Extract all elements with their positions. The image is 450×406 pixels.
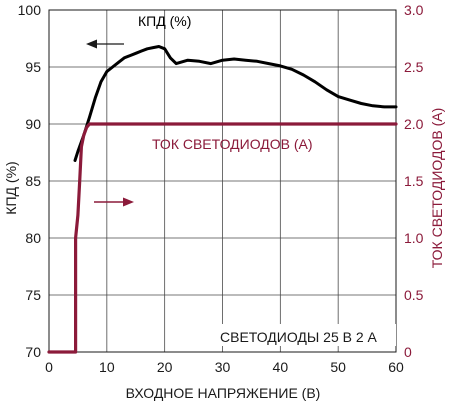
y-right-tick-label: 0.5 (404, 287, 424, 303)
efficiency-arrow (86, 39, 124, 49)
y-left-tick-label: 80 (25, 230, 41, 246)
y-left-tick-label: 85 (25, 173, 41, 189)
series-layer (47, 45, 398, 354)
x-axis-ticks: 0 10 20 30 40 50 60 (45, 359, 404, 375)
y-right-tick-label: 0 (404, 344, 412, 360)
efficiency-annotation: КПД (%) (138, 13, 191, 29)
plot-frame (48, 9, 397, 353)
y-right-tick-label: 3.0 (404, 2, 424, 18)
y-left-tick-label: 95 (25, 59, 41, 75)
current-series-line (47, 122, 398, 354)
current-arrow (94, 197, 134, 207)
x-tick-label: 60 (388, 359, 404, 375)
y-left-tick-label: 90 (25, 116, 41, 132)
y-right-label: ТОК СВЕТОДИОДОВ (А) (429, 108, 445, 269)
condition-label-bg (214, 324, 396, 346)
y-right-tick-label: 1.5 (404, 173, 424, 189)
x-axis-label: ВХОДНОЕ НАПРЯЖЕНИЕ (В) (126, 385, 321, 401)
x-tick-label: 20 (157, 359, 173, 375)
condition-annotation: СВЕТОДИОДЫ 25 В 2 А (220, 329, 378, 345)
y-left-tick-label: 100 (18, 2, 42, 18)
x-tick-label: 0 (45, 359, 53, 375)
y-left-label: КПД (%) (3, 161, 19, 214)
y-right-tick-label: 1.0 (404, 230, 424, 246)
y-left-tick-label: 70 (25, 344, 41, 360)
x-tick-label: 10 (99, 359, 115, 375)
x-tick-label: 30 (215, 359, 231, 375)
x-tick-label: 40 (273, 359, 289, 375)
right-axis-ticks: 0 0.5 1.0 1.5 2.0 2.5 3.0 (404, 2, 424, 360)
efficiency-series-line (73, 45, 398, 162)
x-tick-label: 50 (330, 359, 346, 375)
y-right-tick-label: 2.5 (404, 59, 424, 75)
current-annotation: ТОК СВЕТОДИОДОВ (А) (152, 136, 313, 152)
left-axis-ticks: 70 75 80 85 90 95 100 (18, 2, 42, 360)
y-left-tick-label: 75 (25, 287, 41, 303)
y-right-tick-label: 2.0 (404, 116, 424, 132)
